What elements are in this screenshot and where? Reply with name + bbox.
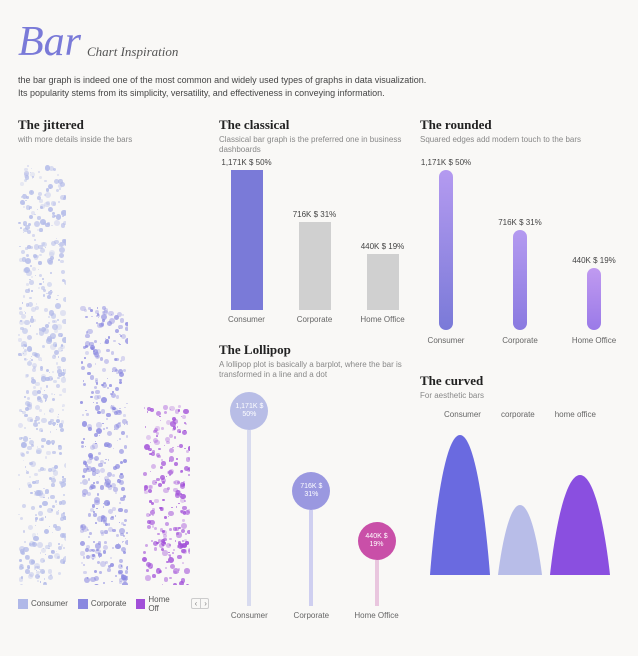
section-title: The jittered (18, 117, 209, 133)
bar-value-label: 1,171K $ 50% (421, 158, 471, 167)
legend-pager[interactable]: ‹ › (191, 598, 209, 609)
legend-swatch (136, 599, 145, 609)
section-title: The curved (420, 373, 620, 389)
curved-label: corporate (501, 410, 535, 419)
rounded-section: The rounded Squared edges add modern tou… (420, 117, 620, 345)
lollipop-stick (247, 430, 251, 606)
bar-category: Home Office (572, 336, 616, 345)
section-subtitle: Squared edges add modern touch to the ba… (420, 135, 620, 145)
lollipop-head: 1,171K $ 50% (230, 392, 268, 430)
middle-column: The classical Classical bar graph is the… (219, 117, 410, 619)
lollipop-section: The Lollipop A lollipop plot is basicall… (219, 342, 410, 619)
lollipop-category: Consumer (231, 611, 268, 620)
lollipop-pct: 31% (304, 491, 318, 499)
bar-corporate: 716K $ 31% Corporate (292, 210, 338, 324)
rbar-home-office: 440K $ 19% Home Office (571, 256, 617, 345)
lollipop-consumer: 1,171K $ 50% Consumer (230, 392, 268, 620)
intro-line: the bar graph is indeed one of the most … (18, 74, 438, 87)
bar-category: Consumer (228, 315, 265, 324)
page: Bar Chart Inspiration the bar graph is i… (0, 0, 638, 628)
jittered-chart (18, 155, 209, 585)
bar-category: Corporate (502, 336, 538, 345)
curved-labels: Consumer corporate home office (420, 410, 620, 419)
legend-swatch (78, 599, 88, 609)
lollipop-stick (375, 560, 379, 606)
lollipop-pct: 50% (242, 411, 256, 419)
lollipop-chart: 1,171K $ 50% Consumer 716K $ 31% Corpora… (219, 390, 410, 620)
bar (299, 222, 331, 310)
intro-text: the bar graph is indeed one of the most … (18, 74, 438, 99)
lollipop-category: Corporate (294, 611, 330, 620)
legend-label: Consumer (31, 599, 68, 608)
lollipop-head: 440K $ 19% (358, 522, 396, 560)
section-subtitle: with more details inside the bars (18, 135, 209, 145)
curved-section: The curved For aesthetic bars Consumer c… (420, 373, 620, 576)
lollipop-head: 716K $ 31% (292, 472, 330, 510)
rounded-bar (439, 170, 453, 330)
section-subtitle: Classical bar graph is the preferred one… (219, 135, 410, 154)
curved-label: home office (555, 410, 596, 419)
bar-consumer: 1,171K $ 50% Consumer (224, 158, 270, 324)
legend-item: Home Off (136, 595, 178, 613)
rounded-bar (587, 268, 601, 330)
legend-swatch (18, 599, 28, 609)
rbar-consumer: 1,171K $ 50% Consumer (423, 158, 469, 345)
lollipop-stick (309, 510, 313, 606)
chevron-left-icon[interactable]: ‹ (192, 599, 201, 608)
section-title: The rounded (420, 117, 620, 133)
bar-category: Consumer (428, 336, 465, 345)
classical-chart: 1,171K $ 50% Consumer 716K $ 31% Corpora… (219, 164, 410, 324)
bar-home-office: 440K $ 19% Home Office (360, 242, 406, 324)
curved-chart (420, 425, 620, 575)
section-subtitle: A lollipop plot is basically a barplot, … (219, 360, 410, 379)
header: Bar Chart Inspiration (18, 18, 620, 66)
bar-value-label: 716K $ 31% (293, 210, 337, 219)
jittered-legend: Consumer Corporate Home Off ‹ › (18, 595, 209, 613)
jittered-section: The jittered with more details inside th… (18, 117, 209, 619)
page-title: Bar (18, 18, 81, 66)
intro-line: Its popularity stems from its simplicity… (18, 87, 438, 100)
bar-value-label: 716K $ 31% (498, 218, 542, 227)
legend-item: Consumer (18, 599, 68, 609)
rbar-corporate: 716K $ 31% Corporate (497, 218, 543, 345)
bar-category: Corporate (297, 315, 333, 324)
lollipop-home-office: 440K $ 19% Home Office (354, 522, 398, 620)
section-title: The Lollipop (219, 342, 410, 358)
lollipop-value: 716K $ (300, 483, 322, 491)
classical-section: The classical Classical bar graph is the… (219, 117, 410, 324)
curved-label: Consumer (444, 410, 481, 419)
jitter-bar-corporate (80, 305, 128, 585)
legend-item: Corporate (78, 599, 127, 609)
bar-value-label: 440K $ 19% (572, 256, 616, 265)
charts-grid: The jittered with more details inside th… (18, 117, 620, 619)
page-subtitle: Chart Inspiration (87, 44, 178, 66)
chevron-right-icon[interactable]: › (200, 599, 209, 608)
lollipop-value: 440K $ (365, 533, 387, 541)
legend-label: Corporate (91, 599, 127, 608)
lollipop-category: Home Office (354, 611, 398, 620)
right-column: The rounded Squared edges add modern tou… (420, 117, 620, 619)
rounded-bar (513, 230, 527, 330)
legend-label: Home Off (148, 595, 178, 613)
rounded-chart: 1,171K $ 50% Consumer 716K $ 31% Corpora… (420, 155, 620, 345)
lollipop-value: 1,171K $ (235, 403, 263, 411)
section-subtitle: For aesthetic bars (420, 391, 620, 401)
bar (231, 170, 263, 310)
section-title: The classical (219, 117, 410, 133)
jitter-bar-home-office (142, 405, 190, 585)
jitter-bar-consumer (18, 165, 66, 585)
bar (367, 254, 399, 310)
bar-value-label: 1,171K $ 50% (221, 158, 271, 167)
bar-value-label: 440K $ 19% (361, 242, 405, 251)
lollipop-corporate: 716K $ 31% Corporate (292, 472, 330, 620)
bar-category: Home Office (360, 315, 404, 324)
lollipop-pct: 19% (369, 541, 383, 549)
